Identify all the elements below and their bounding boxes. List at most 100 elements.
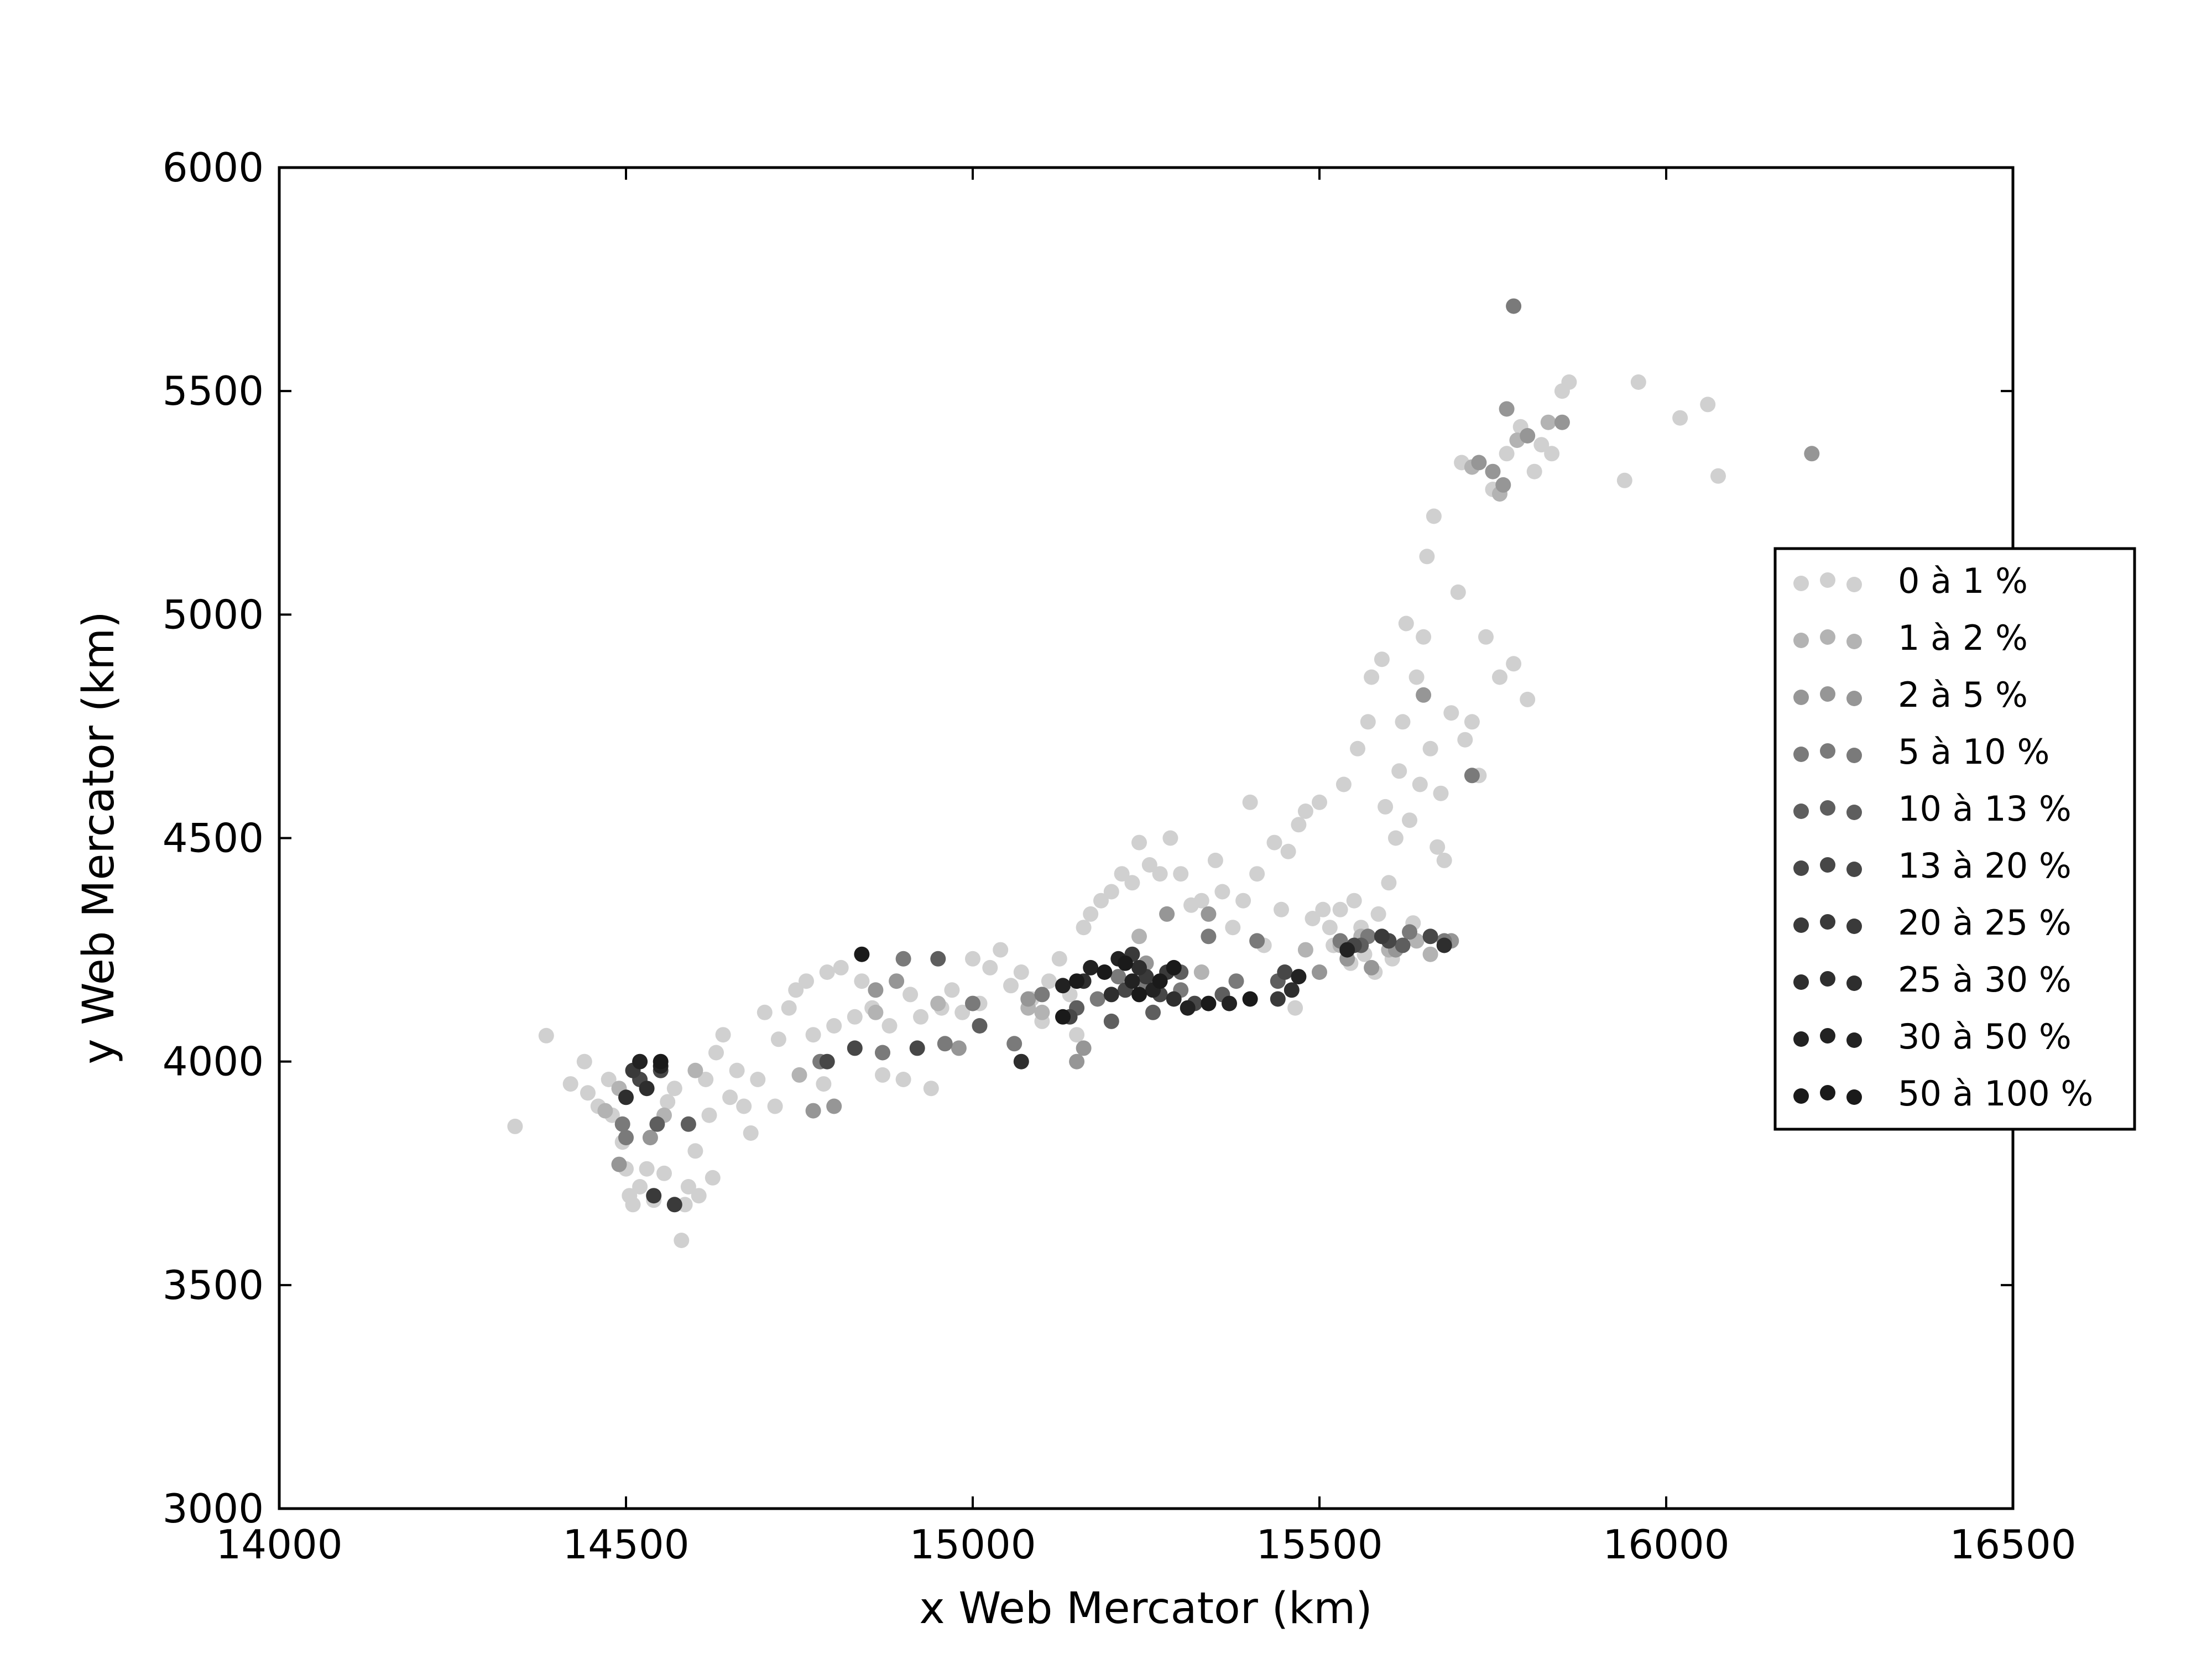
data-point xyxy=(1242,794,1258,810)
data-point xyxy=(743,1125,759,1141)
data-point xyxy=(954,1004,971,1020)
data-point xyxy=(1093,893,1109,909)
data-point xyxy=(1533,437,1550,453)
legend-marker xyxy=(1846,919,1862,934)
legend-marker xyxy=(1846,975,1862,991)
data-point xyxy=(868,1004,884,1020)
x-tick-label: 16000 xyxy=(1603,1521,1729,1568)
data-point xyxy=(1003,978,1019,994)
data-point xyxy=(881,1018,898,1034)
data-point xyxy=(1131,987,1147,1003)
data-point xyxy=(1305,911,1321,926)
data-point xyxy=(1322,920,1338,936)
legend-label: 20 à 25 % xyxy=(1898,902,2072,943)
data-point xyxy=(1076,1040,1092,1056)
data-point xyxy=(1103,1013,1119,1029)
legend-item: 5 à 10 % xyxy=(1793,732,2049,772)
data-point xyxy=(562,1076,578,1092)
data-point xyxy=(1398,615,1414,632)
legend-item: 2 à 5 % xyxy=(1793,675,2028,715)
data-point xyxy=(826,1098,842,1114)
data-point xyxy=(1370,906,1386,922)
data-point xyxy=(1249,866,1265,882)
plot-area xyxy=(279,168,2013,1509)
data-point xyxy=(982,959,998,975)
data-point xyxy=(1402,812,1417,828)
data-point xyxy=(1110,969,1126,985)
legend-item: 30 à 50 % xyxy=(1793,1016,2072,1057)
data-point xyxy=(1436,937,1452,953)
legend-marker xyxy=(1820,686,1835,702)
data-point xyxy=(1492,669,1507,685)
data-point xyxy=(1443,705,1459,721)
data-point xyxy=(770,1031,786,1047)
legend-label: 30 à 50 % xyxy=(1898,1016,2072,1057)
data-point xyxy=(937,1036,953,1052)
data-point xyxy=(576,1053,592,1070)
data-point xyxy=(1013,1053,1029,1070)
data-point xyxy=(805,1027,821,1043)
data-point xyxy=(1350,740,1365,757)
data-point xyxy=(757,1004,773,1020)
data-point xyxy=(1391,763,1407,779)
data-point xyxy=(972,1018,988,1034)
data-point xyxy=(649,1116,665,1132)
data-point xyxy=(1422,740,1438,757)
legend-marker xyxy=(1793,576,1809,591)
data-point xyxy=(1520,691,1536,707)
y-axis-label: y Web Mercator (km) xyxy=(74,611,124,1064)
data-point xyxy=(632,1053,648,1070)
legend-item: 10 à 13 % xyxy=(1793,789,2072,829)
data-point xyxy=(819,1053,835,1070)
legend-label: 0 à 1 % xyxy=(1898,561,2028,601)
data-point xyxy=(1291,817,1307,833)
data-point xyxy=(1312,964,1327,980)
data-point xyxy=(1364,959,1380,975)
data-point xyxy=(1266,834,1282,851)
data-point xyxy=(895,1072,911,1087)
legend-marker xyxy=(1820,629,1835,645)
data-point xyxy=(1131,959,1147,975)
legend-marker xyxy=(1846,748,1862,763)
data-point xyxy=(781,1000,797,1016)
data-point xyxy=(833,959,849,975)
legend-label: 2 à 5 % xyxy=(1898,675,2028,715)
data-point xyxy=(1436,852,1452,868)
data-point xyxy=(826,1018,842,1034)
data-point xyxy=(1287,1000,1303,1016)
data-point xyxy=(1145,1004,1161,1020)
legend-label: 5 à 10 % xyxy=(1898,732,2049,772)
data-point xyxy=(791,1067,807,1083)
data-point xyxy=(1041,973,1057,989)
data-point xyxy=(847,1040,863,1056)
legend-marker xyxy=(1820,1085,1835,1100)
data-point xyxy=(854,946,870,962)
data-point xyxy=(1387,830,1404,846)
data-point xyxy=(965,951,980,967)
data-point xyxy=(788,982,804,998)
data-point xyxy=(816,1076,832,1092)
legend-item: 1 à 2 % xyxy=(1793,618,2028,658)
data-point xyxy=(1526,463,1542,479)
data-point xyxy=(1162,830,1178,846)
data-point xyxy=(1097,964,1113,980)
data-point xyxy=(701,1107,717,1123)
data-point xyxy=(993,942,1009,958)
legend-marker xyxy=(1820,857,1835,873)
data-point xyxy=(687,1062,703,1078)
data-point xyxy=(715,1027,731,1043)
data-point xyxy=(1103,884,1119,900)
data-point xyxy=(1416,687,1432,703)
data-point xyxy=(698,1072,714,1087)
data-point xyxy=(1103,987,1119,1003)
legend-item: 13 à 20 % xyxy=(1793,846,2072,886)
data-point xyxy=(614,1116,630,1132)
legend-marker xyxy=(1820,914,1835,930)
data-point xyxy=(1378,799,1394,815)
data-point xyxy=(656,1165,672,1181)
data-point xyxy=(1249,933,1265,949)
data-point xyxy=(1374,651,1390,667)
data-point xyxy=(819,964,835,980)
data-point xyxy=(1051,951,1067,967)
